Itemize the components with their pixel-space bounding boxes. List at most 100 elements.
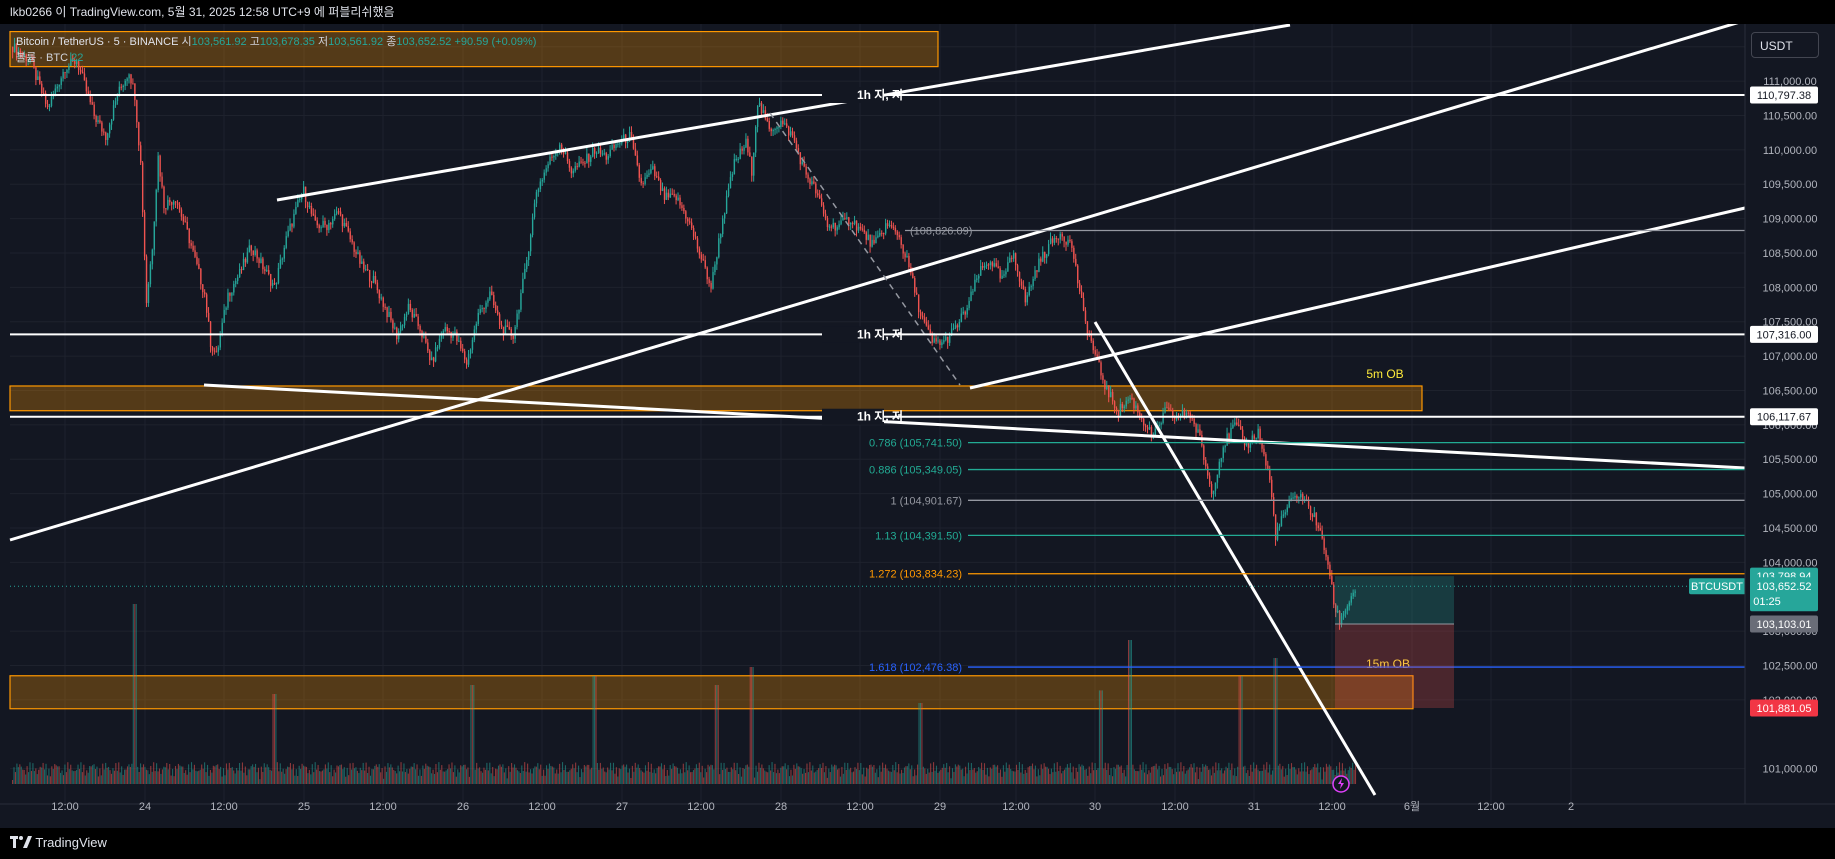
candle-body: [1197, 429, 1199, 433]
candle-body: [1284, 512, 1287, 515]
volume-bar: [1049, 774, 1051, 784]
volume-bar: [643, 772, 645, 784]
volume-bar: [951, 768, 954, 784]
candle-body: [813, 181, 815, 184]
candle-body: [718, 238, 720, 258]
volume-bar: [868, 765, 871, 784]
currency-button[interactable]: USDT: [1751, 32, 1819, 58]
volume-bar: [570, 768, 572, 784]
candle-body: [382, 297, 384, 307]
volume-bar: [1206, 766, 1208, 784]
volume-bar: [716, 685, 718, 784]
candle-body: [749, 152, 751, 157]
volume-bar: [1173, 774, 1175, 784]
volume-bar: [492, 766, 494, 784]
candle-body: [958, 321, 961, 328]
candle-body: [807, 174, 809, 179]
candle-body: [141, 162, 144, 213]
volume-bar: [541, 775, 543, 784]
volume-bar: [449, 768, 452, 784]
volume-bar: [544, 775, 546, 784]
candle-body: [978, 275, 980, 279]
candle-body: [638, 165, 641, 178]
volume-bar: [554, 773, 556, 784]
candle-body: [1115, 407, 1118, 411]
fib-label: 1.13 (104,391.50): [875, 530, 962, 542]
candle-body: [665, 192, 668, 200]
candle-body: [780, 120, 782, 127]
candle-body: [1065, 241, 1067, 245]
volume-bar: [690, 772, 692, 784]
candle-body: [679, 197, 681, 206]
volume-bar: [333, 769, 335, 784]
volume-bar: [192, 769, 194, 784]
candle-body: [180, 209, 183, 217]
volume-bar: [771, 762, 773, 784]
volume-bar: [557, 773, 559, 784]
candle-body: [343, 223, 346, 227]
volume-bar: [233, 770, 235, 784]
candle-body: [712, 272, 714, 289]
volume-bar: [649, 771, 651, 784]
volume-bar: [986, 767, 988, 784]
candle-body: [221, 322, 223, 335]
volume-bar: [1142, 762, 1144, 784]
candle-body: [952, 328, 955, 330]
candle-body: [349, 231, 351, 240]
candle-body: [500, 324, 503, 327]
volume-bar: [829, 772, 831, 784]
volume-bar: [1193, 763, 1195, 784]
volume-bar: [444, 771, 446, 784]
volume-bar: [761, 764, 763, 784]
volume-bar: [531, 773, 533, 784]
level-price-tag-bg: [1750, 325, 1818, 343]
candle-body: [145, 256, 148, 303]
volume-bar: [815, 771, 817, 784]
volume-bar: [863, 767, 865, 784]
volume-bar: [1055, 771, 1057, 784]
candle-body: [516, 313, 518, 328]
candle-body: [109, 124, 111, 134]
candle-body: [972, 291, 974, 293]
volume-bar: [1302, 771, 1304, 784]
candle-body: [609, 149, 611, 157]
volume-bar: [186, 774, 188, 784]
footer-bar: TradingView: [0, 828, 1835, 858]
candle-body: [838, 224, 840, 228]
order-block-zone: [9, 385, 1423, 412]
candle-body: [549, 156, 551, 165]
volume-bar: [76, 770, 78, 784]
volume-bar: [765, 771, 767, 784]
candle-body: [722, 218, 724, 235]
volume-bar: [62, 775, 65, 784]
descending-line: [203, 383, 1746, 470]
candle-body: [914, 278, 916, 293]
volume-bar: [500, 766, 502, 784]
volume-bar: [493, 776, 495, 784]
volume-bar: [420, 775, 422, 784]
volume-bar: [524, 762, 526, 784]
volume-bar: [1336, 766, 1338, 784]
volume-bar: [35, 768, 37, 784]
candle-body: [698, 248, 701, 255]
candle-body: [48, 105, 51, 107]
candle-body: [945, 336, 947, 341]
candle-body: [1139, 412, 1141, 417]
volume-bar: [106, 767, 108, 784]
volume-bar: [489, 762, 491, 784]
volume-bar: [585, 766, 587, 784]
volume-bar: [1318, 772, 1320, 784]
volume-bar: [499, 764, 501, 784]
candle-body: [347, 226, 350, 232]
candle-body: [1100, 362, 1102, 376]
volume-bar: [509, 771, 511, 784]
candle-body: [29, 60, 31, 62]
candle-body: [1350, 596, 1352, 603]
candle-body: [1249, 443, 1252, 448]
candle-body: [768, 121, 770, 129]
volume-bar: [784, 763, 786, 784]
volume-bar: [442, 771, 444, 784]
volume-bar: [1158, 765, 1160, 784]
candle-body: [1084, 310, 1087, 322]
